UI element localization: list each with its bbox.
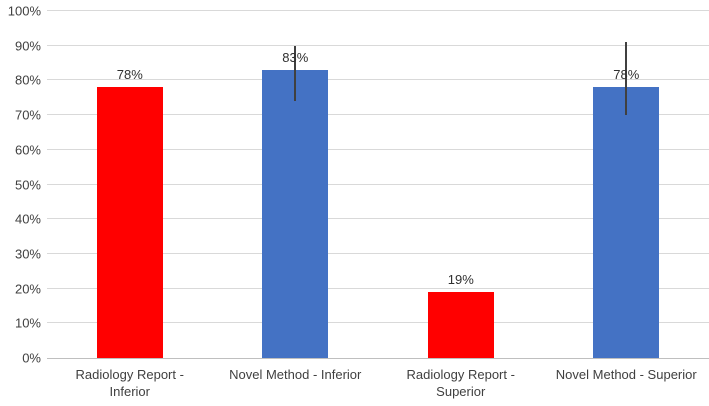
x-axis-category-label-line: Novel Method - Superior bbox=[555, 367, 697, 382]
y-axis-tick-label: 20% bbox=[14, 281, 41, 297]
x-axis-category-label: Radiology Report - Superior bbox=[382, 366, 540, 400]
bar bbox=[593, 87, 660, 358]
gridline bbox=[47, 10, 709, 11]
gridline bbox=[47, 252, 709, 254]
y-axis-tick-label: 30% bbox=[14, 246, 41, 262]
x-axis-category-label: Novel Method - Superior bbox=[547, 366, 705, 383]
x-axis-category-label-line: Radiology Report - bbox=[406, 367, 515, 382]
bar bbox=[427, 292, 494, 358]
gridline bbox=[47, 183, 709, 185]
x-axis-category-label: Radiology Report - Inferior bbox=[51, 366, 209, 400]
y-axis-tick-label: 60% bbox=[14, 142, 41, 158]
gridline bbox=[47, 322, 709, 324]
bar bbox=[96, 87, 163, 358]
gridline bbox=[47, 218, 709, 220]
y-axis-tick-label: 90% bbox=[14, 38, 41, 54]
gridline bbox=[47, 148, 709, 150]
x-axis-category-label-line: Novel Method - Inferior bbox=[229, 367, 362, 382]
x-axis-category-label-line: Radiology Report - bbox=[75, 367, 184, 382]
bar-value-label: 19% bbox=[447, 272, 474, 288]
y-axis-tick-label: 50% bbox=[14, 177, 41, 192]
y-axis-tick-label: 10% bbox=[14, 315, 41, 331]
bar bbox=[262, 70, 329, 358]
gridline bbox=[47, 79, 709, 81]
gridline bbox=[47, 114, 709, 116]
error-bar bbox=[625, 42, 628, 116]
y-axis-tick-label: 0% bbox=[22, 350, 41, 366]
y-axis-tick-label: 80% bbox=[14, 72, 41, 88]
x-axis-category-label: Novel Method - Inferior bbox=[216, 366, 374, 383]
bar-value-label: 78% bbox=[116, 67, 143, 83]
x-axis-line bbox=[47, 358, 709, 359]
y-axis-tick-label: 100% bbox=[7, 3, 41, 19]
error-bar bbox=[294, 45, 297, 102]
gridline bbox=[47, 287, 709, 289]
bar-value-label: 83% bbox=[282, 50, 309, 65]
gridline bbox=[47, 44, 709, 46]
plot-area: 78% 83% 19% 78% bbox=[47, 10, 709, 359]
x-axis-category-label-line: Inferior bbox=[109, 384, 150, 399]
x-axis-category-label-line: Superior bbox=[436, 384, 486, 399]
bar-value-label: 78% bbox=[613, 67, 640, 83]
y-axis-tick-label: 70% bbox=[14, 107, 41, 123]
y-axis-tick-label: 40% bbox=[14, 211, 41, 227]
